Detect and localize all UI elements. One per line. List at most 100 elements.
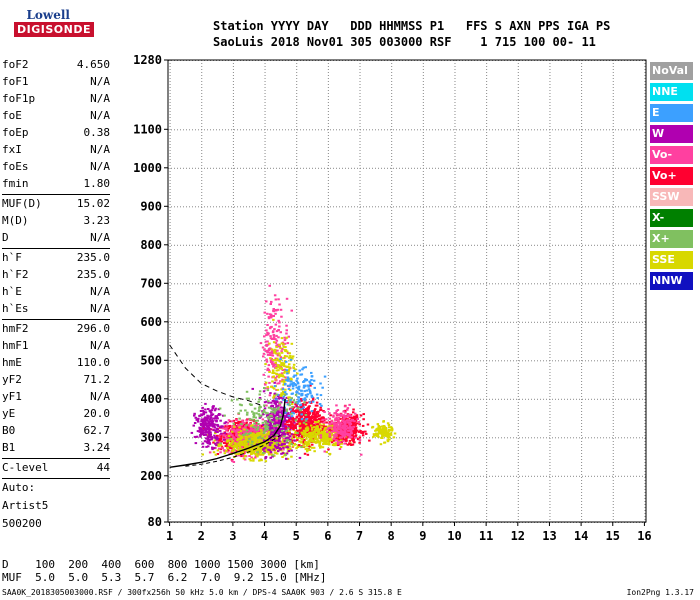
grid-dot (232, 99, 234, 100)
grid-dot (422, 501, 424, 502)
grid-dot (454, 261, 456, 262)
grid-dot (507, 321, 508, 323)
grid-dot (501, 475, 502, 477)
grid-dot (359, 153, 361, 154)
grid-dot (359, 459, 361, 460)
grid-dot (264, 195, 266, 196)
grid-dot (456, 437, 457, 439)
grid-dot (232, 129, 234, 130)
grid-dot (213, 398, 214, 400)
grid-dot (391, 198, 393, 199)
grid-dot (264, 183, 266, 184)
grid-dot (327, 360, 328, 362)
grid-dot (644, 333, 646, 334)
grid-dot (264, 186, 266, 187)
grid-dot (486, 437, 487, 439)
grid-dot (581, 423, 583, 424)
grid-dot (296, 237, 298, 238)
grid-dot (169, 231, 171, 232)
grid-dot (390, 360, 391, 362)
grid-dot (232, 291, 234, 292)
grid-dot (522, 129, 523, 131)
grid-dot (486, 153, 488, 154)
grid-dot (201, 396, 203, 397)
grid-dot (330, 167, 331, 169)
grid-dot (555, 437, 556, 439)
grid-dot (369, 475, 370, 477)
grid-dot (450, 244, 451, 246)
grid-dot (644, 303, 646, 304)
grid-dot (391, 243, 393, 244)
grid-dot (232, 150, 234, 151)
grid-dot (639, 360, 640, 362)
grid-dot (391, 402, 393, 403)
grid-dot (510, 129, 511, 131)
grid-dot (517, 507, 519, 508)
grid-dot (359, 198, 361, 199)
grid-dot (507, 167, 508, 169)
grid-dot (391, 192, 393, 193)
grid-dot (232, 468, 234, 469)
grid-dot (232, 507, 234, 508)
grid-dot (581, 360, 583, 361)
echo-point (236, 422, 240, 425)
grid-dot (612, 141, 614, 142)
grid-dot (531, 475, 532, 477)
grid-dot (549, 270, 551, 271)
grid-dot (232, 225, 234, 226)
grid-dot (232, 372, 234, 373)
grid-dot (237, 129, 238, 131)
grid-dot (303, 167, 304, 169)
grid-dot (345, 206, 346, 208)
grid-dot (296, 327, 298, 328)
grid-dot (474, 167, 475, 169)
grid-dot (327, 252, 329, 253)
grid-dot (300, 360, 301, 362)
grid-dot (618, 475, 619, 477)
grid-dot (486, 432, 488, 433)
grid-dot (561, 360, 562, 362)
grid-dot (296, 246, 298, 247)
grid-dot (232, 483, 234, 484)
grid-dot (327, 123, 329, 124)
grid-dot (201, 510, 203, 511)
grid-dot (549, 252, 551, 253)
grid-dot (606, 360, 607, 362)
grid-dot (426, 167, 427, 169)
grid-dot (549, 306, 551, 307)
grid-dot (402, 167, 403, 169)
grid-dot (468, 129, 469, 131)
grid-dot (192, 129, 193, 131)
grid-dot (296, 459, 298, 460)
grid-dot (422, 213, 424, 214)
grid-dot (636, 360, 637, 362)
grid-dot (549, 87, 551, 88)
grid-dot (330, 129, 331, 131)
grid-dot (327, 387, 329, 388)
grid-dot (489, 206, 490, 208)
grid-dot (581, 327, 583, 328)
grid-dot (327, 87, 329, 88)
grid-dot (510, 206, 511, 208)
grid-dot (585, 206, 586, 208)
grid-dot (210, 244, 211, 246)
grid-dot (581, 192, 583, 193)
grid-dot (422, 180, 424, 181)
grid-dot (342, 206, 343, 208)
grid-dot (201, 90, 203, 91)
grid-dot (169, 489, 171, 490)
grid-dot (486, 198, 488, 199)
grid-dot (453, 129, 454, 131)
grid-dot (327, 261, 329, 262)
grid-dot (237, 321, 238, 323)
grid-dot (296, 297, 298, 298)
grid-dot (264, 84, 266, 85)
grid-dot (549, 72, 551, 73)
grid-dot (581, 348, 583, 349)
grid-dot (549, 279, 551, 280)
grid-dot (357, 244, 358, 246)
grid-dot (303, 283, 304, 285)
grid-dot (422, 261, 424, 262)
grid-dot (359, 342, 361, 343)
grid-dot (549, 192, 551, 193)
